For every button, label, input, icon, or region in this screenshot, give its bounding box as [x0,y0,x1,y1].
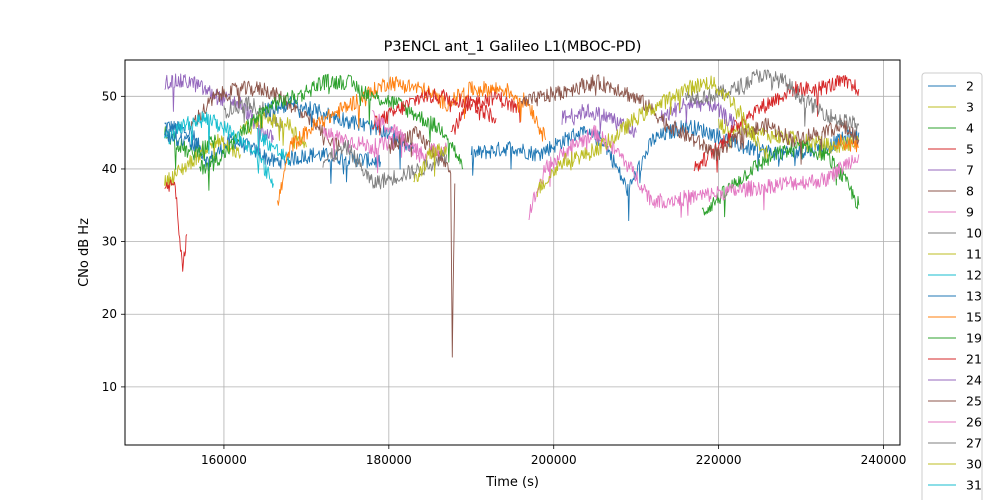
series-25 [388,74,860,358]
legend-entry: 10 [928,226,982,241]
legend-label: 11 [966,247,982,262]
series-12 [256,127,291,166]
series-26 [372,109,860,221]
legend-label: 8 [966,184,974,199]
legend-entry: 5 [928,142,974,157]
legend-entry: 9 [928,205,974,220]
legend-label: 31 [966,478,982,493]
legend-label: 9 [966,205,974,220]
y-tick-label: 10 [102,380,117,394]
legend-entry: 21 [928,352,982,367]
legend-frame [921,72,983,500]
y-tick-label: 50 [102,89,117,103]
series-line [701,140,860,218]
legend-entry: 24 [928,373,982,388]
legend-label: 12 [966,268,982,283]
series-15 [277,76,859,206]
series-27 [322,69,860,190]
legend-entry: 27 [928,436,982,451]
legend-entry: 31 [928,478,982,493]
legend-label: 7 [966,163,974,178]
x-tick-label: 220000 [696,453,742,467]
series-line [520,74,860,165]
legend-entry: 25 [928,394,982,409]
legend-entry: 19 [928,331,982,346]
series-10 [223,96,283,132]
series-line [371,88,497,136]
legend-label: 21 [966,352,982,367]
series-line [277,76,546,206]
legend-label: 3 [966,100,974,115]
legend-entry: 7 [928,163,974,178]
legend: 2 3 4 5 7 8 9 10 11 12 13 15 19 21 24 25 26 27 30 31 33 [921,72,983,500]
legend-label: 13 [966,289,982,304]
plot-frame [124,59,901,446]
y-axis-ticks: 10 20 30 40 50 [102,89,125,394]
legend-label: 5 [966,142,974,157]
legend-entry: 13 [928,289,982,304]
x-axis-label: Time (s) [485,475,539,490]
series-line [685,69,860,132]
legend-entry: 30 [928,457,982,472]
series-line [164,179,188,272]
chart-title: P3ENCL ant_1 Galileo L1(MBOC-PD) [384,39,642,55]
legend-label: 4 [966,121,974,136]
legend-label: 30 [966,457,982,472]
legend-entry: 15 [928,310,982,325]
legend-label: 26 [966,415,982,430]
x-tick-label: 160000 [201,453,247,467]
series-line [164,128,200,152]
y-axis-label: CNo dB Hz [77,218,92,287]
series-8 [190,80,340,153]
series-line [413,143,447,183]
legend-label: 33 [966,499,982,500]
x-tick-label: 180000 [366,453,412,467]
series-line [833,134,859,153]
series-line [322,140,447,190]
legend-label: 10 [966,226,982,241]
grid [125,60,900,445]
series-line [164,111,274,188]
legend-label: 25 [966,394,982,409]
series-line [198,73,464,191]
x-axis-ticks: 160000 180000 200000 220000 240000 [201,445,906,467]
series-line [536,75,769,198]
legend-label: 15 [966,310,982,325]
y-tick-label: 30 [102,235,117,249]
series-line [372,109,447,163]
series-5 [164,88,522,272]
series-31 [164,111,274,188]
legend-label: 19 [966,331,982,346]
legend-entry: 4 [928,121,974,136]
y-tick-label: 40 [102,162,117,176]
legend-label: 24 [966,373,982,388]
series-33 [164,128,200,152]
x-tick-label: 200000 [531,453,577,467]
series-layer [164,69,860,358]
series-line [528,124,860,221]
legend-entry: 26 [928,415,982,430]
series-line [256,127,291,166]
series-line [450,88,522,135]
x-tick-label: 240000 [861,453,907,467]
y-tick-label: 20 [102,307,117,321]
series-line [388,126,456,358]
legend-label: 27 [966,436,982,451]
legend-entry: 3 [928,100,974,115]
legend-entry: 2 [928,79,974,94]
legend-entry: 33 [966,499,982,500]
legend-label: 2 [966,79,974,94]
series-30 [413,75,769,198]
series-line [164,120,382,184]
series-19 [198,73,464,191]
legend-items: 2 3 4 5 7 8 9 10 11 12 13 15 19 21 24 25 26 27 30 31 33 [928,79,982,500]
series-line [190,80,340,153]
legend-entry: 8 [928,184,974,199]
legend-entry: 12 [928,268,982,283]
legend-entry: 11 [928,247,982,262]
series-line [223,96,283,132]
series-line [660,95,736,129]
